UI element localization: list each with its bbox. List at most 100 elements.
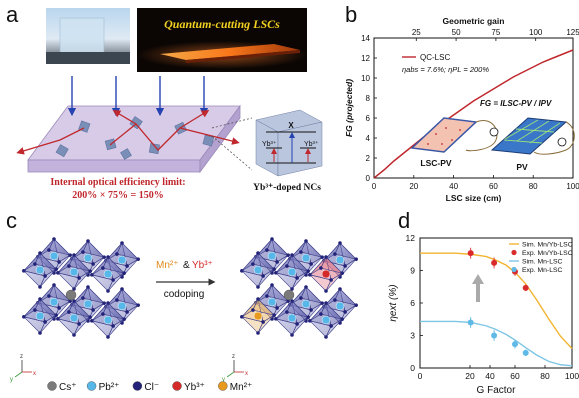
cl-ion xyxy=(256,251,260,255)
pbcl6-octahedron xyxy=(266,284,290,302)
data-point xyxy=(512,341,519,348)
pbcl6-octahedron xyxy=(286,254,310,272)
data-point xyxy=(522,349,529,356)
top-tick-label: 100 xyxy=(529,28,543,37)
axes-gizmo-left xyxy=(14,360,32,378)
pbcl6-octahedron xyxy=(82,286,106,304)
pb-ion xyxy=(35,311,45,321)
fg-formula: FG = ILSC-PV / IPV xyxy=(480,99,552,108)
cl-ion xyxy=(47,248,51,252)
cl-ion xyxy=(57,260,61,264)
cl-ion xyxy=(86,239,90,243)
cl-ion xyxy=(120,287,124,291)
cl-ion xyxy=(354,257,358,261)
x-tick-label: 40 xyxy=(449,182,458,191)
cl-ion xyxy=(106,335,110,339)
cl-ion xyxy=(286,299,290,303)
cl-ion xyxy=(275,306,279,310)
cl-ion xyxy=(309,262,313,266)
cl-ion xyxy=(81,250,85,254)
cl-ion xyxy=(274,271,278,275)
pbcl6-octahedron xyxy=(73,270,91,290)
pb-ion xyxy=(117,255,127,265)
panel-a: a Quantum-cutting LSCs xyxy=(6,2,323,201)
cl-ion xyxy=(295,322,299,326)
quantum-cutting-photo: Quantum-cutting LSCs xyxy=(137,8,307,72)
pbcl6-octahedron xyxy=(252,252,276,270)
pbcl6-octahedron xyxy=(286,300,310,318)
y-tick-label: 4 xyxy=(366,134,371,143)
legend-ion-label: Pb²⁺ xyxy=(99,382,120,393)
cl-ion xyxy=(272,267,276,271)
nc-label: Yb³⁺-doped NCs xyxy=(253,183,321,193)
pb-ion xyxy=(69,267,79,277)
yb-dopant: Yb³⁺ xyxy=(192,260,213,271)
pbcl6-octahedron xyxy=(39,314,57,334)
legend-entry: Sim. Mn/Yb-LSC xyxy=(522,242,573,249)
legend-swatch xyxy=(511,249,517,256)
codoped-lattice xyxy=(240,237,358,339)
lsc-pv-inset: LSC-PV xyxy=(410,117,499,168)
cl-ion xyxy=(72,287,76,291)
cl-ion xyxy=(285,264,289,268)
efficiency-line-1: Internal optical efficiency limit: xyxy=(50,177,185,188)
cl-ion xyxy=(72,299,76,303)
cl-ion xyxy=(91,262,95,266)
cl-ion xyxy=(309,308,313,312)
pv-inset: PV xyxy=(490,117,575,172)
cl-ion xyxy=(308,319,312,323)
cl-ion xyxy=(56,271,60,275)
level-yb-left: Yb³⁺ xyxy=(262,140,277,148)
cl-ion xyxy=(343,264,347,268)
cl-ion xyxy=(33,262,37,266)
x-tick-label: 80 xyxy=(540,371,550,381)
cl-ion xyxy=(90,319,94,323)
plot-frame xyxy=(419,237,573,369)
pbcl6-octahedron xyxy=(116,242,140,260)
pbcl6-octahedron xyxy=(300,286,324,304)
axis-x-right: x xyxy=(245,371,248,377)
legend-entry: Sim. Mn-LSC xyxy=(522,259,563,266)
cl-ion xyxy=(329,278,333,282)
pb-ion xyxy=(335,301,345,311)
cl-ion xyxy=(125,310,129,314)
pb-ion xyxy=(103,315,113,325)
top-tick-label: 125 xyxy=(566,28,579,37)
photo-title: Quantum-cutting LSCs xyxy=(164,17,280,31)
legend-entry: Exp. Mn/Yb-LSC xyxy=(522,250,573,257)
cl-ion xyxy=(136,303,140,307)
pbcl6-octahedron xyxy=(266,238,290,256)
yb-ion xyxy=(321,269,331,279)
cl-ion xyxy=(275,260,279,264)
cl-ion xyxy=(68,299,72,303)
inset-lsc-pv: LSC-PV xyxy=(420,158,452,168)
pristine-lattice xyxy=(22,237,140,339)
legend-entry: Exp. Mn-LSC xyxy=(522,267,563,274)
pb-ion xyxy=(287,313,297,323)
yb-octahedron xyxy=(325,272,343,292)
legend-ion-label: Yb³⁺ xyxy=(184,382,205,393)
axis-y-left: y xyxy=(10,377,13,383)
cl-ion xyxy=(120,241,124,245)
cl-ion xyxy=(115,298,119,302)
legend-qc-lsc: QC-LSC xyxy=(420,53,450,62)
cl-ion xyxy=(106,301,110,305)
y-tick-label: 6 xyxy=(366,114,371,123)
cl-ion xyxy=(68,253,72,257)
sim-curve xyxy=(420,320,573,367)
cl-ion xyxy=(101,312,105,316)
x-tick-label: 60 xyxy=(510,371,520,381)
yb-octahedron xyxy=(320,256,344,274)
pbcl6-octahedron xyxy=(291,270,309,290)
pbcl6-octahedron xyxy=(102,302,126,320)
axis-y-right: y xyxy=(222,377,225,383)
y-tick-label: 14 xyxy=(361,34,370,43)
cl-ion xyxy=(106,289,110,293)
pb-ion xyxy=(287,267,297,277)
cl-ion xyxy=(91,308,95,312)
cl-ion xyxy=(38,331,42,335)
waveguided-emission-arrows xyxy=(16,109,240,155)
y-axis-label: ηext (%) xyxy=(388,284,399,321)
panel-d: d 0 20 40 60 80 100 0 3 6 9 12 G Factor ηext (%) Sim.… xyxy=(388,208,579,396)
cl-ion xyxy=(86,285,90,289)
